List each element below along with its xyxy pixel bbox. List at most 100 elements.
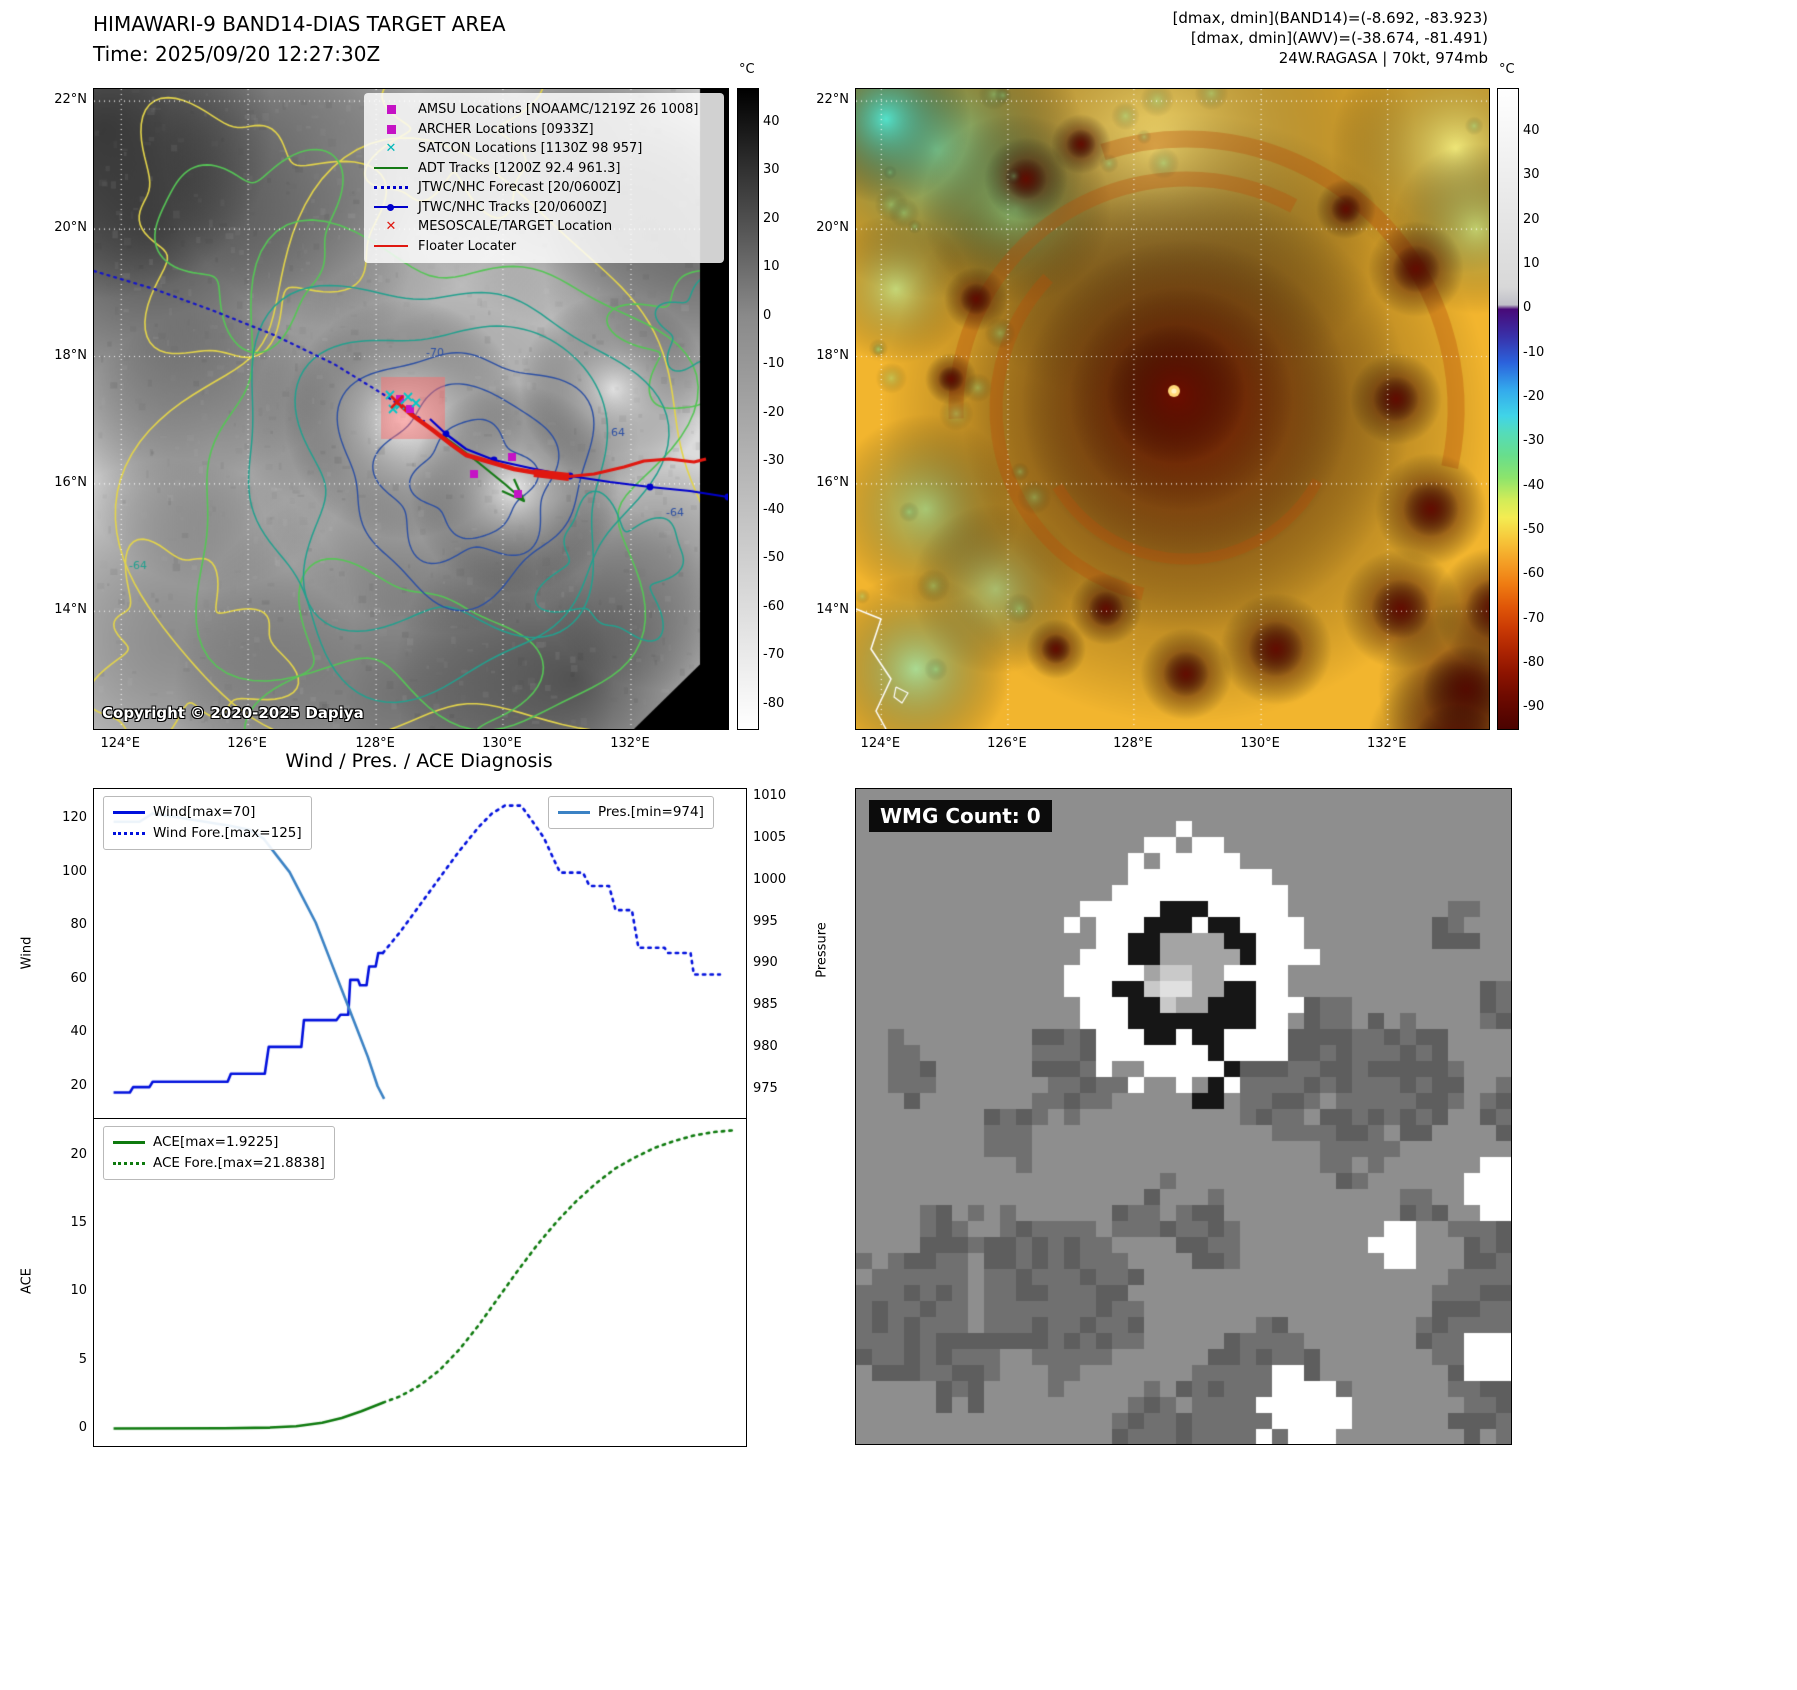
awv-colorbar-tick: 40 bbox=[1523, 122, 1540, 138]
chart-ytick: 10 bbox=[70, 1283, 87, 1299]
awv-lon-tick: 126°E bbox=[987, 736, 1027, 751]
chart-ytick: 20 bbox=[70, 1146, 87, 1162]
pressure-legend: Pres.[min=974] bbox=[548, 796, 714, 829]
awv-colorbar-tick: -70 bbox=[1523, 610, 1545, 626]
band14-legend-item: JTWC/NHC Forecast [20/0600Z] bbox=[372, 178, 716, 198]
band14-lon-tick: 126°E bbox=[227, 736, 267, 751]
awv-colorbar-tick: -20 bbox=[1523, 388, 1545, 404]
band14-colorbar bbox=[737, 88, 759, 730]
awv-colorbar bbox=[1497, 88, 1519, 730]
line-with-dot-marker-icon bbox=[372, 199, 410, 215]
band14-lon-tick: 130°E bbox=[482, 736, 522, 751]
band14-colorbar-tick: -60 bbox=[763, 598, 785, 614]
awv-lon-tick: 130°E bbox=[1240, 736, 1280, 751]
awv-lon-tick: 124°E bbox=[860, 736, 901, 751]
band14-colorbar-tick: -40 bbox=[763, 501, 785, 517]
band14-time-label: Time: 2025/09/20 12:27:30Z bbox=[93, 42, 381, 66]
band14-lon-tick: 128°E bbox=[355, 736, 395, 751]
band14-legend-label: AMSU Locations [NOAAMC/1219Z 26 1008] bbox=[418, 102, 699, 117]
wind-obs-label: Wind[max=70] bbox=[153, 804, 256, 820]
awv-colorbar-tick: 10 bbox=[1523, 255, 1540, 271]
pressure-ytick: 975 bbox=[753, 1081, 778, 1097]
band14-lat-tick: 20°N bbox=[54, 220, 87, 236]
wind-axis-label: Wind bbox=[19, 936, 35, 970]
band14-title: HIMAWARI-9 BAND14-DIAS TARGET AREA bbox=[93, 12, 506, 36]
band14-colorbar-tick: 20 bbox=[763, 210, 780, 226]
band14-lon-tick: 132°E bbox=[610, 736, 650, 751]
x-marker-icon: ✕ bbox=[385, 141, 397, 157]
band14-colorbar-tick: -50 bbox=[763, 550, 785, 566]
chart-ytick: 0 bbox=[78, 1419, 87, 1435]
awv-lon-tick: 132°E bbox=[1366, 736, 1407, 751]
ace-forecast-label: ACE Fore.[max=21.8838] bbox=[153, 1155, 325, 1171]
awv-lat-tick: 14°N bbox=[816, 602, 849, 618]
band14-lat-tick: 18°N bbox=[54, 347, 87, 363]
band14-colorbar-tick: -70 bbox=[763, 647, 785, 663]
awv-colorbar-unit: °C bbox=[1499, 62, 1515, 77]
ace-axis-label: ACE bbox=[19, 1268, 35, 1294]
awv-lat-tick: 18°N bbox=[816, 347, 849, 363]
band14-legend-item: ARCHER Locations [0933Z] bbox=[372, 120, 716, 140]
band14-colorbar-tick: 40 bbox=[763, 113, 780, 129]
awv-colorbar-tick: -90 bbox=[1523, 699, 1545, 715]
band14-legend-label: SATCON Locations [1130Z 98 957] bbox=[418, 141, 643, 156]
band14-lat-tick: 16°N bbox=[54, 474, 87, 490]
band14-colorbar-tick: 30 bbox=[763, 162, 780, 178]
band14-legend-item: ADT Tracks [1200Z 92.4 961.3] bbox=[372, 159, 716, 179]
chart-ytick: 60 bbox=[70, 970, 87, 986]
wmg-image bbox=[856, 789, 1511, 1444]
pressure-axis-label: Pressure bbox=[814, 922, 830, 978]
awv-header-band14-range: [dmax, dmin](BAND14)=(-8.692, -83.923) bbox=[1172, 9, 1488, 27]
wind-obs-line-sample bbox=[113, 811, 145, 814]
awv-colorbar-tick: 20 bbox=[1523, 211, 1540, 227]
pressure-label: Pres.[min=974] bbox=[598, 804, 704, 820]
square-marker-icon bbox=[372, 121, 410, 137]
band14-colorbar-tick: -20 bbox=[763, 404, 785, 420]
pressure-ytick: 1005 bbox=[753, 829, 787, 845]
wind-legend-obs: Wind[max=70] bbox=[113, 802, 302, 823]
band14-colorbar-tick: 10 bbox=[763, 259, 780, 275]
band14-legend-label: JTWC/NHC Tracks [20/0600Z] bbox=[418, 199, 607, 215]
awv-lat-tick: 20°N bbox=[816, 220, 849, 236]
ace-forecast-line-sample bbox=[113, 1162, 145, 1165]
awv-colorbar-tick: -10 bbox=[1523, 344, 1545, 360]
wind-legend: Wind[max=70] Wind Fore.[max=125] bbox=[103, 796, 312, 850]
band14-map: AMSU Locations [NOAAMC/1219Z 26 1008] ARC… bbox=[93, 88, 729, 730]
awv-lon-tick: 128°E bbox=[1113, 736, 1153, 751]
awv-satellite-image bbox=[856, 89, 1489, 729]
pressure-ytick: 985 bbox=[753, 997, 778, 1013]
chart-ytick: 100 bbox=[62, 863, 87, 879]
ace-obs-label: ACE[max=1.9225] bbox=[153, 1134, 279, 1150]
band14-legend-item: ✕ SATCON Locations [1130Z 98 957] bbox=[372, 139, 716, 159]
chart-ytick: 5 bbox=[78, 1351, 87, 1367]
band14-legend-label: MESOSCALE/TARGET Location bbox=[418, 219, 613, 234]
ace-legend-forecast: ACE Fore.[max=21.8838] bbox=[113, 1153, 325, 1174]
band14-colorbar-tick: -80 bbox=[763, 695, 785, 711]
band14-legend-item: JTWC/NHC Tracks [20/0600Z] bbox=[372, 198, 716, 218]
awv-colorbar-tick: 30 bbox=[1523, 167, 1540, 183]
pressure-ytick: 990 bbox=[753, 955, 778, 971]
band14-legend-item: AMSU Locations [NOAAMC/1219Z 26 1008] bbox=[372, 100, 716, 120]
ace-legend: ACE[max=1.9225] ACE Fore.[max=21.8838] bbox=[103, 1126, 335, 1180]
awv-colorbar-tick: -60 bbox=[1523, 566, 1545, 582]
pressure-ytick: 1010 bbox=[753, 787, 787, 803]
awv-header: [dmax, dmin](BAND14)=(-8.692, -83.923) [… bbox=[1173, 8, 1488, 68]
line-marker-icon bbox=[372, 238, 410, 254]
chart-ytick: 20 bbox=[70, 1078, 87, 1094]
band14-legend-label: JTWC/NHC Forecast [20/0600Z] bbox=[418, 180, 621, 195]
x-marker-icon: ✕ bbox=[385, 219, 397, 235]
wmg-count-badge: WMG Count: 0 bbox=[869, 800, 1052, 832]
ace-legend-obs: ACE[max=1.9225] bbox=[113, 1132, 325, 1153]
awv-colorbar-tick: -30 bbox=[1523, 433, 1545, 449]
wind-forecast-label: Wind Fore.[max=125] bbox=[153, 825, 302, 841]
band14-legend-label: ARCHER Locations [0933Z] bbox=[418, 121, 594, 137]
band14-colorbar-tick: -30 bbox=[763, 453, 785, 469]
pressure-ytick: 1000 bbox=[753, 871, 787, 887]
pressure-ytick: 995 bbox=[753, 913, 778, 929]
wind-legend-forecast: Wind Fore.[max=125] bbox=[113, 823, 302, 844]
band14-legend-label: Floater Locater bbox=[418, 238, 517, 254]
band14-lat-tick: 22°N bbox=[54, 92, 87, 108]
awv-colorbar-tick: -80 bbox=[1523, 654, 1545, 670]
copyright-label: Copyright © 2020-2025 Dapiya bbox=[102, 704, 364, 722]
pressure-line-sample bbox=[558, 811, 590, 814]
